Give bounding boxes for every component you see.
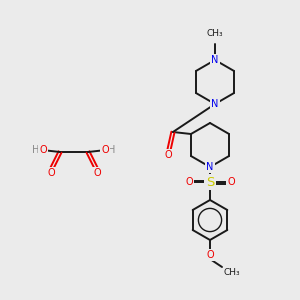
Text: O: O [164,150,172,160]
Text: O: O [101,145,109,155]
Text: O: O [47,168,55,178]
Text: H: H [108,145,116,155]
Text: N: N [211,55,219,65]
Text: O: O [206,250,214,260]
Text: O: O [39,145,47,155]
Text: H: H [32,145,40,155]
Text: O: O [227,177,235,187]
Text: O: O [93,168,101,178]
Text: O: O [185,177,193,187]
Text: CH₃: CH₃ [207,29,223,38]
Text: CH₃: CH₃ [224,268,241,277]
Text: N: N [206,162,214,172]
Text: N: N [211,99,219,109]
Text: S: S [206,176,214,188]
